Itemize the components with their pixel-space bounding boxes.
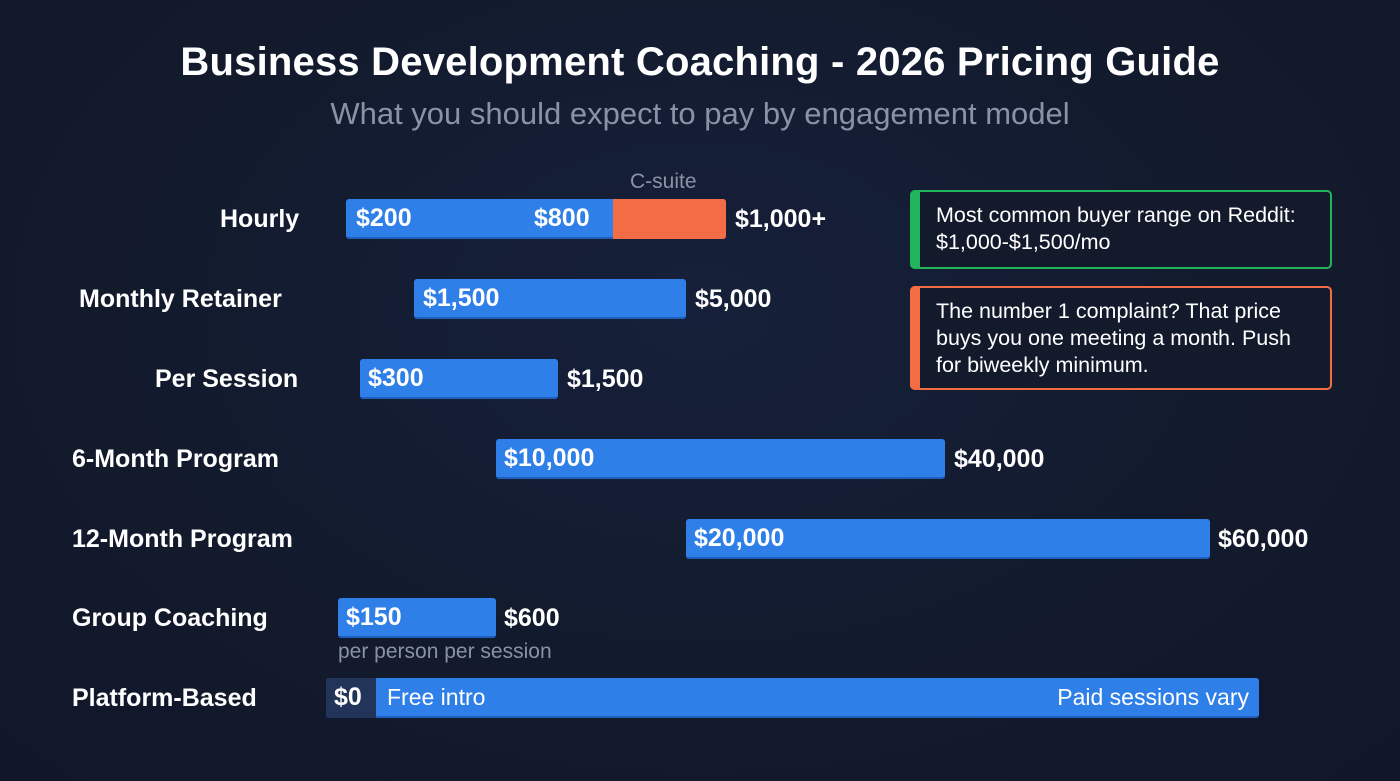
row-label-group-coaching: Group Coaching xyxy=(72,604,268,632)
bar-max-value: $1,500 xyxy=(567,365,644,393)
c-suite-note: C-suite xyxy=(630,170,697,193)
bar-group-coaching: $150 xyxy=(338,598,496,638)
callout-text: Most common buyer range on Reddit: $1,00… xyxy=(936,203,1296,254)
chart-subtitle: What you should expect to pay by engagem… xyxy=(330,96,1070,131)
bar-max-value: $1,000+ xyxy=(735,205,827,233)
bar-mid-value: $800 xyxy=(534,204,590,232)
callout-common-range: Most common buyer range on Reddit: $1,00… xyxy=(910,190,1332,269)
bar-min-value: $20,000 xyxy=(694,524,785,552)
bar-max-value: $40,000 xyxy=(954,445,1045,473)
free-segment xyxy=(326,678,376,718)
bar-hourly-c-suite-segment xyxy=(613,199,726,239)
group-coaching-note: per person per session xyxy=(338,640,552,663)
chart-title: Business Development Coaching - 2026 Pri… xyxy=(180,40,1220,84)
bar-12-month-program: $20,000 xyxy=(686,519,1210,559)
bar-monthly-retainer: $1,500 xyxy=(414,279,686,319)
bar-min-value: $150 xyxy=(346,603,402,631)
row-label-hourly: Hourly xyxy=(220,205,300,233)
free-intro-note: Free intro xyxy=(387,684,486,710)
row-label-6-month-program: 6-Month Program xyxy=(72,445,279,473)
row-label-platform-based: Platform-Based xyxy=(72,684,257,712)
bar-min-value: $300 xyxy=(368,364,424,392)
bar-max-value: $600 xyxy=(504,604,560,632)
callout-text: The number 1 complaint? That price buys … xyxy=(936,299,1291,377)
bar-6-month-program: $10,000 xyxy=(496,439,945,479)
bar-max-value: $5,000 xyxy=(695,285,772,313)
bar-max-value: $60,000 xyxy=(1218,525,1309,553)
callout-top-complaint: The number 1 complaint? That price buys … xyxy=(910,286,1332,390)
bar-min-value: $10,000 xyxy=(504,444,595,472)
bar-per-session: $300 xyxy=(360,359,558,399)
row-label-12-month-program: 12-Month Program xyxy=(72,525,293,553)
bar-platform-based: $0 Free intro Paid sessions vary xyxy=(326,678,1259,718)
bar-min-value: $1,500 xyxy=(423,284,500,312)
paid-sessions-note: Paid sessions vary xyxy=(1057,684,1249,710)
row-label-per-session: Per Session xyxy=(155,365,299,393)
callout-accent-bar xyxy=(910,190,920,269)
row-label-monthly-retainer: Monthly Retainer xyxy=(79,285,282,313)
bar-min-value: $0 xyxy=(334,683,362,711)
callout-accent-bar xyxy=(910,286,920,390)
bar-min-value: $200 xyxy=(356,204,412,232)
